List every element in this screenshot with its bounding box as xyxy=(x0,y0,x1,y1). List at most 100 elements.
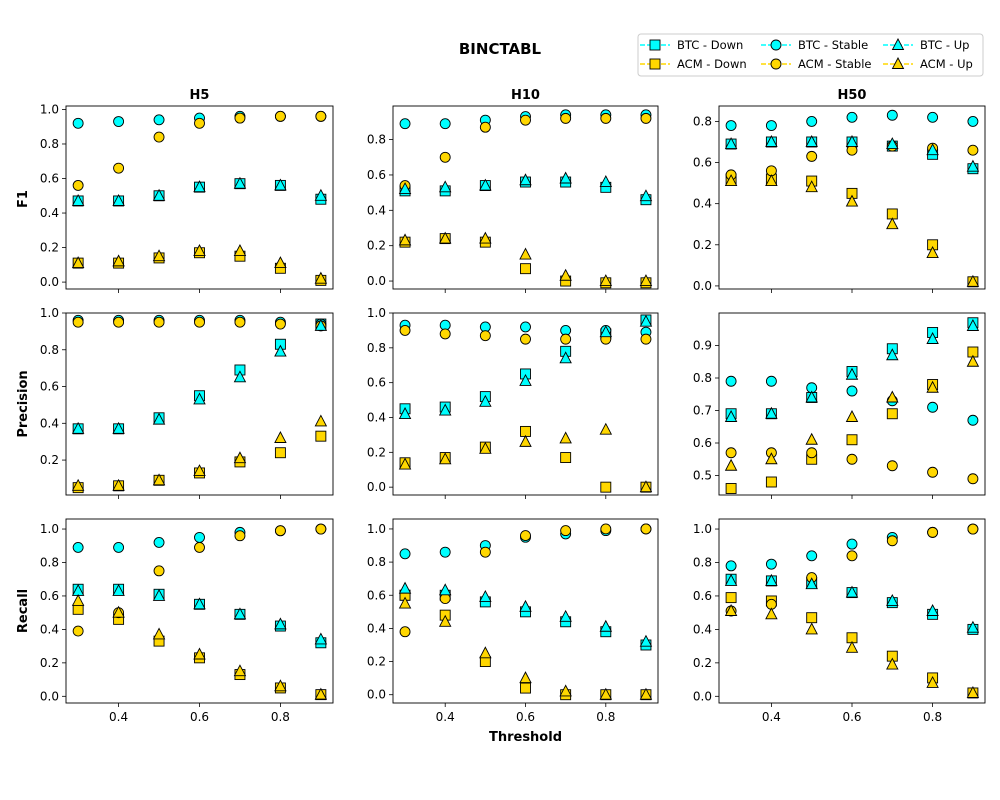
row-label-recall: Recall xyxy=(16,589,31,633)
x-tick-label: 0.4 xyxy=(109,710,128,724)
data-point xyxy=(519,173,532,186)
data-point xyxy=(479,546,491,558)
y-tick-label: 0.2 xyxy=(693,238,712,252)
data-point xyxy=(886,593,899,606)
data-point xyxy=(966,620,980,633)
row-label-precision: Precision xyxy=(16,370,31,437)
legend: BTC - Down ACM - Down BTC - Stable ACM - St… xyxy=(637,33,984,77)
data-point xyxy=(71,193,85,206)
y-tick-label: 0.6 xyxy=(367,376,386,390)
data-point xyxy=(194,316,205,328)
data-point xyxy=(112,193,125,206)
data-point xyxy=(560,112,572,124)
data-point xyxy=(845,367,859,380)
data-point xyxy=(153,536,165,548)
data-point xyxy=(725,120,737,131)
legend-entry: BTC - Down xyxy=(640,38,743,52)
data-point xyxy=(398,581,412,594)
data-point xyxy=(152,412,166,425)
data-point xyxy=(274,344,287,357)
y-tick-label: 0.2 xyxy=(367,239,386,253)
axes-frame xyxy=(65,312,334,496)
data-point xyxy=(724,573,738,586)
data-point xyxy=(805,622,818,635)
data-point xyxy=(846,453,858,465)
series-btc-down xyxy=(72,583,327,649)
data-point xyxy=(886,390,899,403)
y-tick-label: 0.4 xyxy=(367,410,386,424)
data-point xyxy=(399,118,411,130)
data-point xyxy=(845,194,859,207)
data-point xyxy=(805,577,818,590)
legend-label: BTC - Down xyxy=(677,38,743,52)
data-point xyxy=(966,159,980,172)
data-point xyxy=(113,116,125,127)
series-btc-up xyxy=(398,171,653,202)
data-point xyxy=(112,254,125,267)
data-point xyxy=(967,523,979,535)
col-title-h50: H50 xyxy=(838,88,867,103)
series-acm-up xyxy=(398,596,653,700)
data-point xyxy=(560,452,572,464)
data-point xyxy=(112,421,125,434)
data-point xyxy=(519,434,532,447)
y-tick-label: 0.6 xyxy=(40,172,59,186)
data-point xyxy=(519,671,532,684)
y-tick-label: 0.2 xyxy=(367,445,386,459)
data-point xyxy=(559,171,572,184)
y-tick-label: 1.0 xyxy=(693,522,712,536)
y-tick-label: 0.2 xyxy=(40,241,59,255)
data-point xyxy=(846,385,858,397)
y-tick-label: 0.2 xyxy=(40,656,59,670)
data-point xyxy=(967,414,979,426)
data-point xyxy=(233,176,247,189)
series-btc-down xyxy=(399,589,652,651)
y-tick-label: 0.0 xyxy=(367,688,386,702)
data-point xyxy=(234,530,246,542)
data-point xyxy=(806,150,818,162)
data-point xyxy=(724,604,738,616)
data-point xyxy=(805,180,818,193)
series-acm-up xyxy=(71,414,328,491)
data-point xyxy=(72,625,84,637)
data-point xyxy=(886,348,899,361)
data-point xyxy=(274,431,287,443)
y-tick-label: 0.6 xyxy=(693,436,712,450)
data-point xyxy=(72,117,84,129)
series-acm-up xyxy=(724,174,980,287)
data-point xyxy=(560,525,572,537)
data-point xyxy=(479,231,492,244)
data-point xyxy=(927,526,939,538)
data-point xyxy=(479,441,492,454)
data-point xyxy=(71,593,85,606)
data-point xyxy=(193,180,206,193)
data-point xyxy=(112,478,125,491)
y-tick-label: 0.4 xyxy=(40,206,59,220)
y-tick-label: 0.2 xyxy=(693,656,712,670)
series-acm-up xyxy=(71,593,328,700)
data-point xyxy=(600,523,612,535)
data-point xyxy=(639,687,653,700)
data-point xyxy=(559,268,572,281)
data-point xyxy=(560,333,572,345)
data-point xyxy=(725,592,737,604)
data-point xyxy=(725,447,737,459)
data-point xyxy=(479,589,492,602)
y-tick-label: 0.4 xyxy=(693,622,712,636)
subplot-precision-h50: 0.5 0.6 0.7 0.8 0.9 xyxy=(693,312,986,499)
data-point xyxy=(765,135,778,147)
x-tick-label: 0.6 xyxy=(190,710,209,724)
y-tick-label: 0.4 xyxy=(367,203,386,217)
data-point xyxy=(71,478,85,491)
axes-frame xyxy=(65,105,334,290)
data-point xyxy=(805,432,818,445)
axes-frame xyxy=(392,312,659,496)
data-point xyxy=(886,535,898,547)
data-point xyxy=(194,541,205,553)
data-point xyxy=(927,466,939,478)
data-point xyxy=(479,121,491,133)
data-point xyxy=(193,392,206,405)
series-btc-down xyxy=(72,318,327,435)
data-point xyxy=(439,118,451,130)
